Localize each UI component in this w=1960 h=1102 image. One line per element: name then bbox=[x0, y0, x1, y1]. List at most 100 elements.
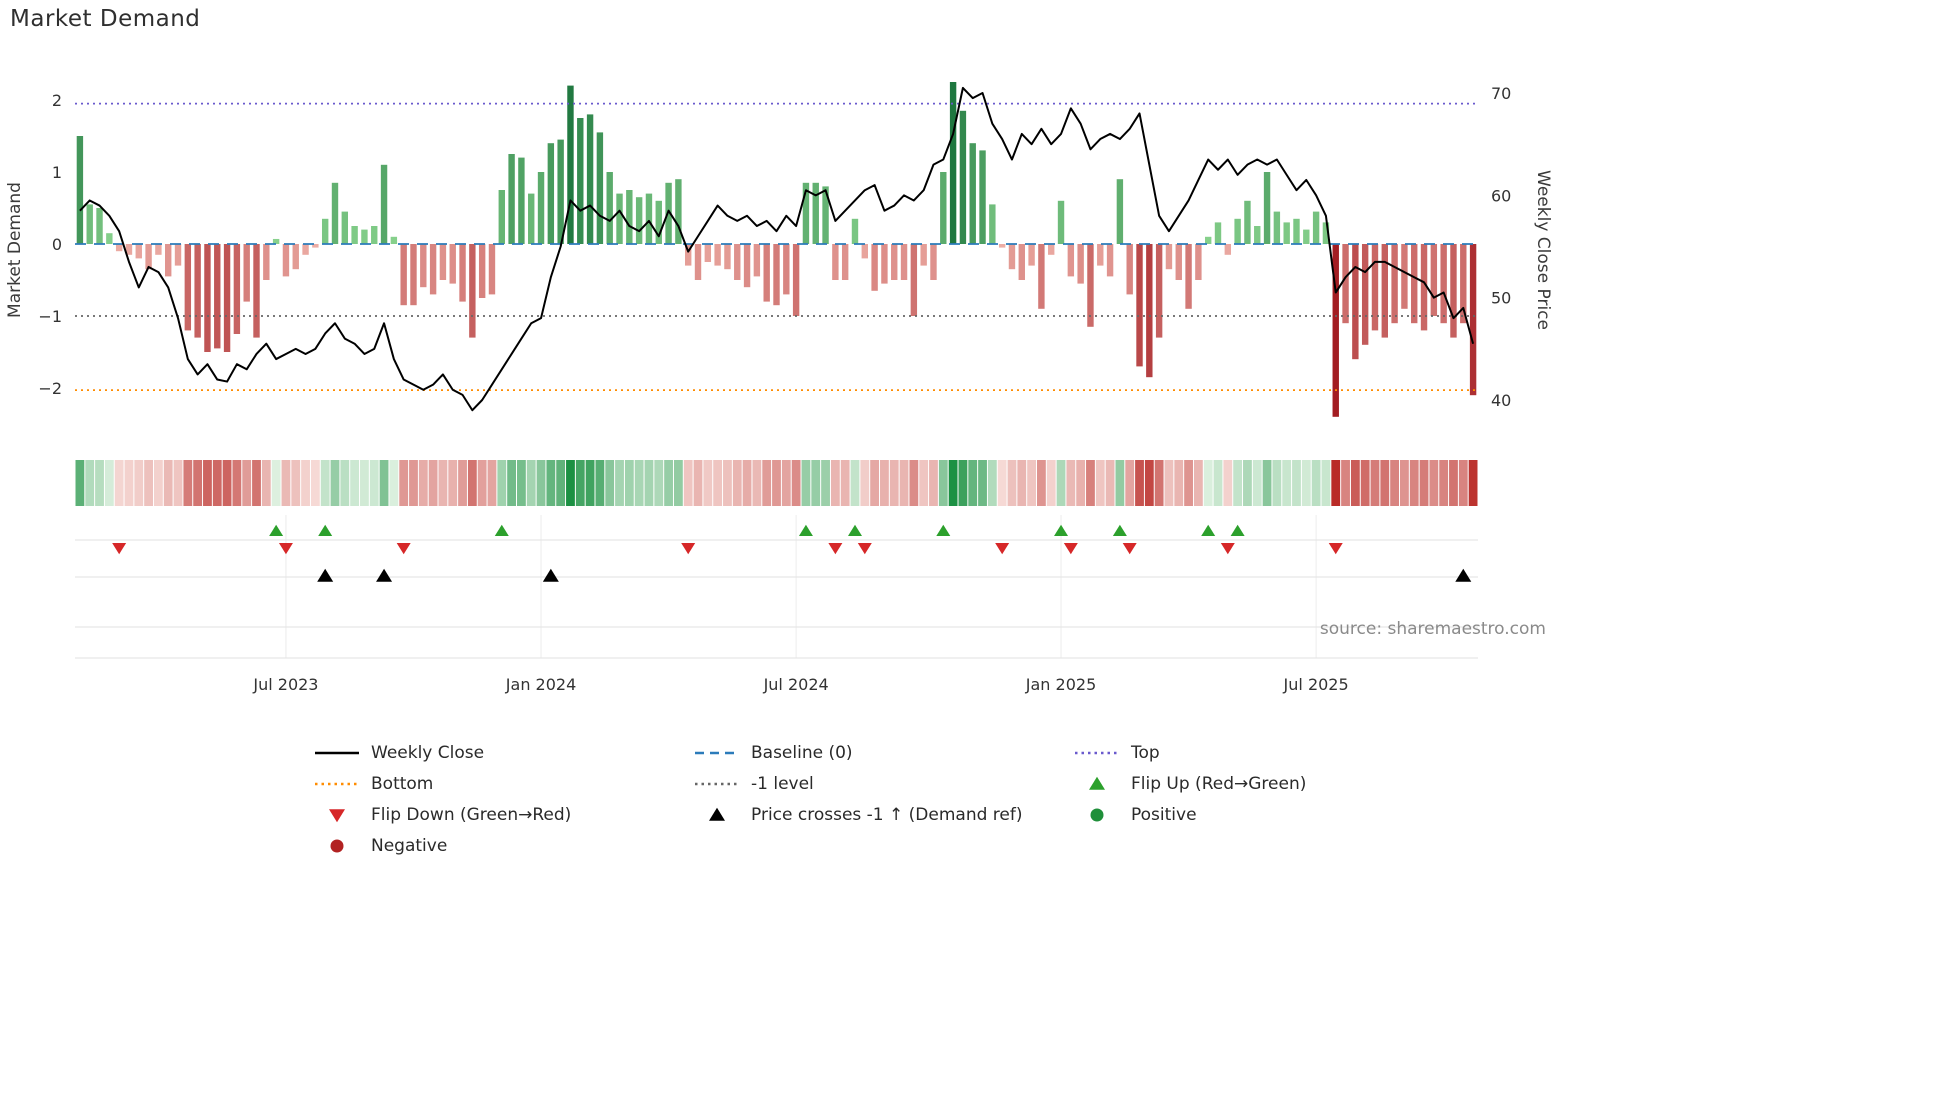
left-axis-tick-label: 1 bbox=[52, 163, 62, 182]
heatmap-cell bbox=[762, 460, 772, 506]
demand-bar bbox=[1018, 244, 1025, 280]
demand-bar bbox=[1175, 244, 1182, 280]
demand-bar bbox=[86, 204, 93, 244]
demand-bar bbox=[989, 204, 996, 244]
legend-item-top: Top bbox=[1073, 742, 1160, 764]
heatmap-cell bbox=[880, 460, 889, 506]
demand-bar bbox=[1420, 244, 1428, 331]
demand-bar bbox=[596, 132, 604, 244]
demand-bar bbox=[1293, 218, 1300, 244]
demand-bar bbox=[1146, 244, 1153, 378]
heatmap-cell bbox=[1458, 460, 1468, 506]
heatmap-cell bbox=[360, 460, 369, 506]
right-axis-tick-label: 50 bbox=[1491, 289, 1511, 308]
demand-bar bbox=[969, 143, 976, 244]
flip-down-marker bbox=[1328, 542, 1343, 555]
heatmap-cell bbox=[997, 460, 1007, 506]
triangle-up-swatch-shape bbox=[709, 807, 725, 821]
heatmap-cell bbox=[801, 460, 811, 506]
demand-bar bbox=[910, 244, 918, 316]
demand-bar bbox=[155, 244, 162, 255]
heatmap-cell bbox=[1243, 460, 1252, 506]
right-axis-tick-label: 70 bbox=[1491, 84, 1511, 103]
demand-bar bbox=[1195, 244, 1202, 280]
legend-label: Baseline (0) bbox=[751, 743, 853, 763]
heatmap-cell bbox=[1056, 460, 1066, 506]
heatmap-cell bbox=[615, 460, 624, 506]
heatmap-cell bbox=[1282, 460, 1292, 506]
heatmap-cell bbox=[301, 460, 310, 506]
heatmap-cell bbox=[938, 460, 948, 506]
heatmap-cell bbox=[291, 460, 301, 506]
demand-bar bbox=[331, 182, 339, 244]
heatmap-cell bbox=[144, 460, 153, 506]
heatmap-cell bbox=[1252, 460, 1262, 506]
demand-bar bbox=[1401, 244, 1408, 309]
heatmap-cell bbox=[1036, 460, 1046, 506]
demand-bar bbox=[1224, 244, 1232, 255]
heatmap-cell bbox=[1203, 460, 1213, 506]
right-axis-tick-label: 60 bbox=[1491, 186, 1511, 205]
demand-bar bbox=[135, 244, 142, 259]
legend-item-weekly-close: Weekly Close bbox=[313, 742, 484, 764]
heatmap-cell bbox=[104, 460, 114, 506]
demand-bar bbox=[1312, 211, 1320, 244]
heatmap-cell bbox=[585, 460, 595, 506]
demand-bar bbox=[469, 244, 476, 338]
flip-up-marker bbox=[494, 524, 509, 537]
demand-bar bbox=[439, 244, 447, 280]
demand-bar bbox=[1381, 244, 1388, 338]
heatmap-cell bbox=[703, 460, 713, 506]
heatmap-cell bbox=[1007, 460, 1017, 506]
demand-bar bbox=[704, 244, 712, 262]
demand-bar bbox=[204, 244, 211, 352]
heatmap-cell bbox=[1301, 460, 1311, 506]
heatmap-cell bbox=[605, 460, 615, 506]
heatmap-cell bbox=[1213, 460, 1223, 506]
legend-label: Positive bbox=[1131, 805, 1197, 825]
demand-bar bbox=[567, 85, 574, 244]
demand-bar bbox=[380, 164, 388, 244]
demand-bar bbox=[115, 244, 123, 252]
heatmap-cell bbox=[644, 460, 654, 506]
demand-bar bbox=[557, 139, 564, 244]
heatmap-cell bbox=[1262, 460, 1272, 506]
legend-label: Top bbox=[1131, 743, 1160, 763]
heatmap-cell bbox=[487, 460, 497, 506]
heatmap-cell bbox=[1370, 460, 1380, 506]
left-axis-title: Market Demand bbox=[5, 182, 25, 318]
flip-down-marker bbox=[396, 542, 411, 555]
heatmap-cell bbox=[978, 460, 987, 506]
heatmap-cell bbox=[134, 460, 144, 506]
demand-bar bbox=[312, 244, 319, 248]
demand-bar bbox=[979, 150, 986, 244]
heatmap-cell bbox=[526, 460, 536, 506]
demand-bar bbox=[518, 157, 525, 244]
heatmap-cell bbox=[723, 460, 732, 506]
heatmap-cell bbox=[1144, 460, 1154, 506]
heatmap-cell bbox=[448, 460, 458, 506]
heatmap-cell bbox=[1419, 460, 1429, 506]
demand-bar bbox=[1204, 236, 1212, 244]
demand-bar bbox=[1263, 172, 1271, 244]
heatmap-cell bbox=[340, 460, 350, 506]
triangle-up-swatch-shape bbox=[1089, 776, 1105, 790]
legend-item-positive: Positive bbox=[1073, 804, 1197, 826]
heatmap-cell bbox=[1076, 460, 1086, 506]
heatmap-cell bbox=[1350, 460, 1360, 506]
heatmap-cell bbox=[75, 460, 85, 506]
triangle-up-swatch-icon bbox=[1089, 776, 1105, 790]
demand-bar bbox=[96, 208, 103, 244]
heatmap-cell bbox=[232, 460, 242, 506]
heatmap-cell bbox=[830, 460, 840, 506]
heatmap-cell bbox=[517, 460, 526, 506]
heatmap-cell bbox=[193, 460, 203, 506]
heatmap-cell bbox=[546, 460, 556, 506]
heatmap-cell bbox=[1439, 460, 1449, 506]
heatmap-cell bbox=[1115, 460, 1125, 506]
x-axis-tick-label: Jul 2023 bbox=[252, 675, 318, 694]
price-cross-marker bbox=[1455, 568, 1472, 582]
heatmap-cell bbox=[1292, 460, 1301, 506]
demand-bar bbox=[1322, 222, 1330, 244]
demand-bar bbox=[165, 244, 172, 277]
